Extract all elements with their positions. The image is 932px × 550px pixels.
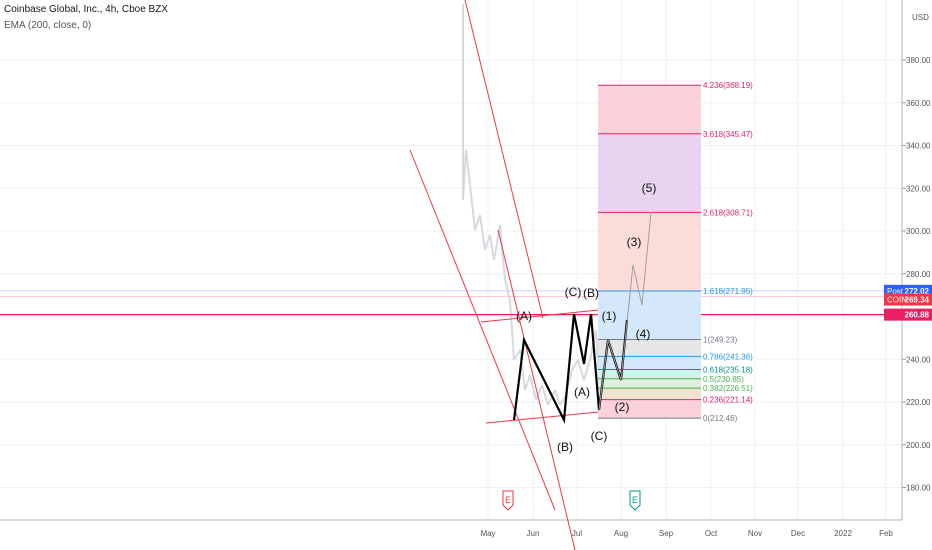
trendline-descending-1	[464, 0, 544, 319]
price-candle-segment	[571, 359, 579, 371]
price-tag-value: 260.88	[905, 311, 930, 320]
price-candle-segment	[559, 394, 567, 406]
event-marker-label: E	[505, 495, 511, 505]
price-tag-value: 272.02	[905, 287, 930, 296]
fib-zone	[598, 388, 701, 400]
fib-level-label: 3.618(345.47)	[703, 130, 753, 139]
x-tick-label: May	[480, 529, 495, 538]
wave-label: (1)	[602, 309, 617, 323]
y-tick-label: 380.00	[906, 56, 931, 65]
x-tick-label: Sep	[659, 529, 674, 538]
indicator-legend: EMA (200, close, 0)	[4, 20, 92, 31]
fib-level-label: 0.382(226.51)	[703, 384, 753, 393]
trendline-descending-3	[497, 229, 576, 550]
chart-title: Coinbase Global, Inc., 4h, Cboe BZX	[4, 4, 168, 15]
wave-label: (3)	[627, 235, 642, 249]
y-tick-label: 280.00	[906, 270, 931, 279]
price-candle-segment	[583, 359, 591, 381]
wave-path-impulse	[598, 211, 652, 411]
price-candle-segment	[541, 384, 549, 406]
fib-level-label: 1.618(271.95)	[703, 287, 753, 296]
fib-level-label: 1(249.23)	[703, 336, 738, 345]
wave-label: (B)	[557, 440, 573, 454]
fib-level-label: 0(212.46)	[703, 414, 738, 423]
x-tick-label: Oct	[705, 529, 718, 538]
x-tick-label: 2022	[834, 529, 852, 538]
wave-label: (C)	[565, 285, 582, 299]
event-marker	[502, 490, 514, 511]
wave-label: (C)	[591, 429, 608, 443]
x-tick-label: Nov	[748, 529, 762, 538]
price-tag-name: Post	[887, 287, 904, 296]
y-tick-label: 200.00	[906, 441, 931, 450]
fib-zone	[598, 369, 701, 379]
price-candle-segment	[465, 149, 471, 186]
y-tick-label: 300.00	[906, 227, 931, 236]
price-candle-segment	[469, 184, 476, 231]
wave-label: (5)	[642, 181, 657, 195]
price-candle-segment	[524, 374, 531, 391]
fib-zone	[598, 290, 701, 340]
price-tag-name: COIN	[887, 296, 907, 305]
price-tag	[884, 308, 932, 321]
x-tick-label: Jul	[572, 529, 582, 538]
price-candle-segment	[474, 214, 481, 231]
price-candle-segment	[577, 359, 585, 381]
price-candle-segment	[535, 384, 543, 401]
y-tick-label: 340.00	[906, 142, 931, 151]
price-tag-value: 269.34	[905, 296, 930, 305]
y-tick-label: 220.00	[906, 398, 931, 407]
price-candle-segment	[484, 234, 491, 251]
wave-label: (4)	[636, 327, 651, 341]
fib-zone	[598, 85, 701, 134]
trendline-descending-2	[409, 149, 556, 511]
price-candle-segment	[529, 374, 537, 401]
fib-zone	[598, 133, 701, 213]
wave-label: (A)	[574, 385, 590, 399]
fib-zone	[598, 399, 701, 419]
event-marker	[629, 490, 641, 511]
currency-label: USD	[912, 13, 929, 22]
fib-level-label: 0.5(230.85)	[703, 375, 744, 384]
fib-level-label: 0.236(221.14)	[703, 396, 753, 405]
fib-level-label: 2.618(308.71)	[703, 208, 753, 217]
fib-level-label: 0.618(235.18)	[703, 366, 753, 375]
price-candle-segment	[479, 214, 486, 251]
price-candle-segment	[554, 389, 561, 406]
x-tick-label: Dec	[791, 529, 805, 538]
price-candle-segment	[513, 349, 521, 361]
wave-label: (2)	[615, 400, 630, 414]
price-candle-segment	[489, 234, 495, 261]
wave-label: (A)	[516, 309, 532, 323]
x-tick-label: Aug	[614, 529, 628, 538]
price-candle-segment	[493, 224, 501, 261]
price-tag	[884, 293, 932, 306]
x-tick-label: Feb	[879, 529, 893, 538]
y-tick-label: 180.00	[906, 484, 931, 493]
fib-level-label: 4.236(368.19)	[703, 81, 753, 90]
price-candle-segment	[547, 389, 556, 406]
wave-label: (B)	[583, 286, 599, 300]
price-candle-segment	[509, 299, 515, 361]
event-marker-label: E	[632, 495, 638, 505]
price-candle-segment	[499, 224, 506, 281]
fib-zone	[598, 378, 701, 389]
y-tick-label: 360.00	[906, 99, 931, 108]
price-candle-segment	[462, 149, 467, 201]
fib-level-label: 0.786(241.36)	[703, 352, 753, 361]
y-tick-label: 240.00	[906, 355, 931, 364]
x-tick-label: Jun	[527, 529, 540, 538]
y-tick-label: 320.00	[906, 184, 931, 193]
